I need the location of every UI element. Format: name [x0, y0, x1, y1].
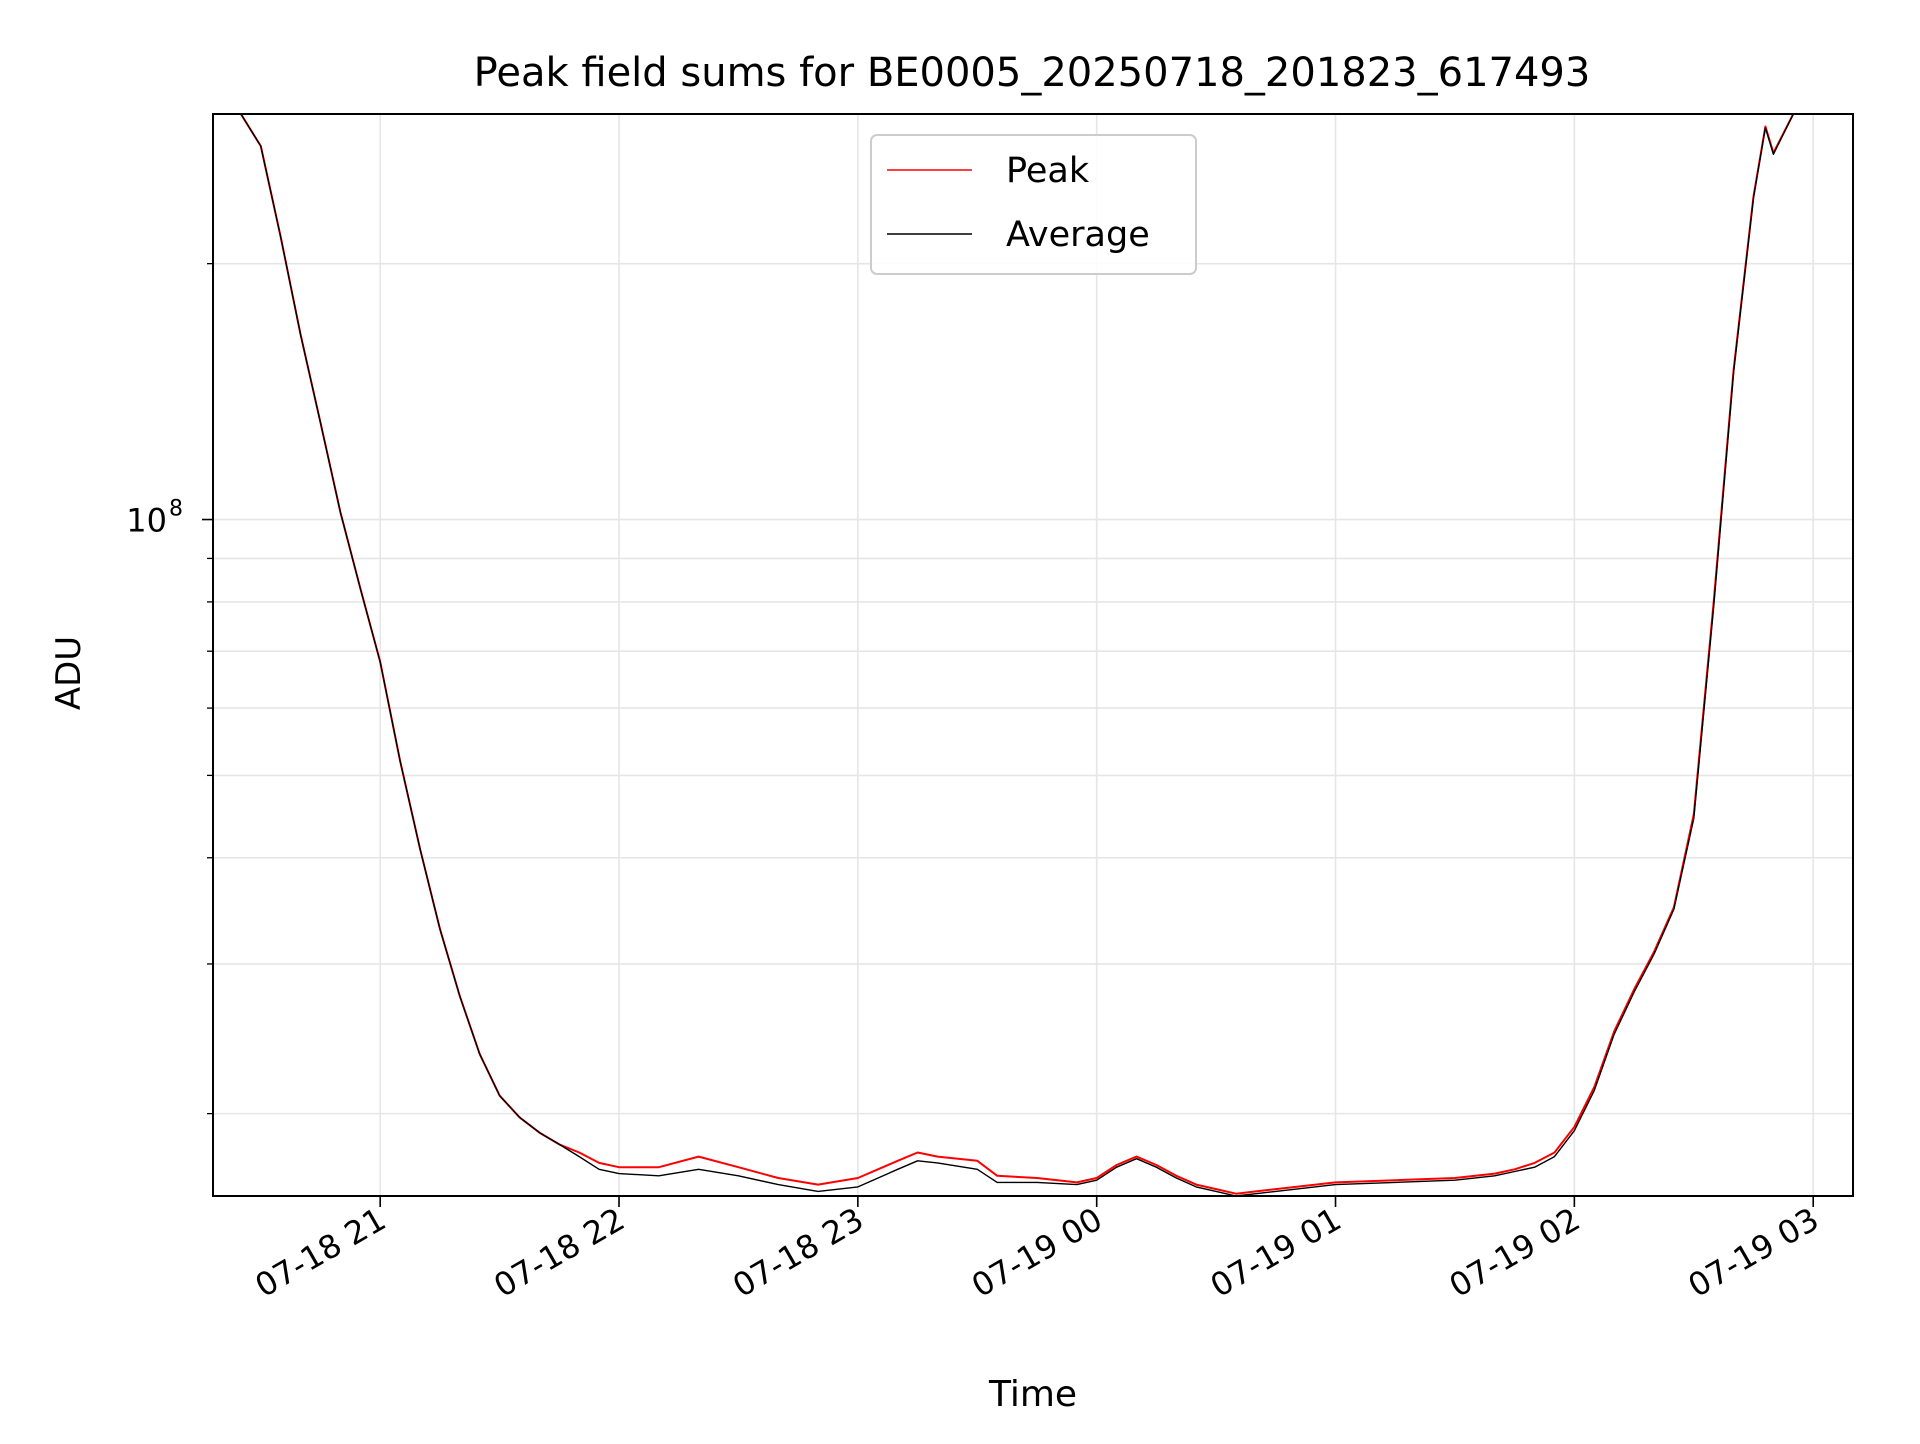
x-tick-label: 07-19 00 — [965, 1200, 1109, 1305]
series-layer — [213, 114, 1795, 1196]
y-tick-label-base: 10 — [126, 502, 167, 540]
x-tick-label: 07-18 23 — [726, 1200, 870, 1305]
legend-label-average: Average — [1006, 215, 1150, 255]
y-axis-label: ADU — [49, 636, 89, 710]
x-axis-ticks: 07-18 21 07-18 22 07-18 23 07-19 00 07-19 01… — [249, 1196, 1826, 1305]
series-line-average — [213, 114, 1794, 1196]
x-tick-label: 07-19 01 — [1204, 1200, 1348, 1305]
chart-title: Peak field sums for BE0005_20250718_2018… — [474, 50, 1591, 96]
x-axis-label: Time — [988, 1374, 1077, 1415]
y-tick-label-exponent: 8 — [169, 497, 183, 522]
x-tick-label: 07-18 21 — [249, 1200, 393, 1305]
legend-label-peak: Peak — [1006, 151, 1090, 191]
grid — [213, 114, 1853, 1196]
series-line-peak — [213, 114, 1795, 1195]
legend: Peak Average — [870, 134, 1197, 275]
plot-frame — [212, 113, 1854, 1197]
x-tick-label: 07-19 02 — [1443, 1200, 1587, 1305]
x-tick-label: 07-19 03 — [1682, 1200, 1826, 1305]
x-tick-label: 07-18 22 — [487, 1200, 631, 1305]
y-axis-ticks: 10 8 — [126, 263, 213, 1115]
